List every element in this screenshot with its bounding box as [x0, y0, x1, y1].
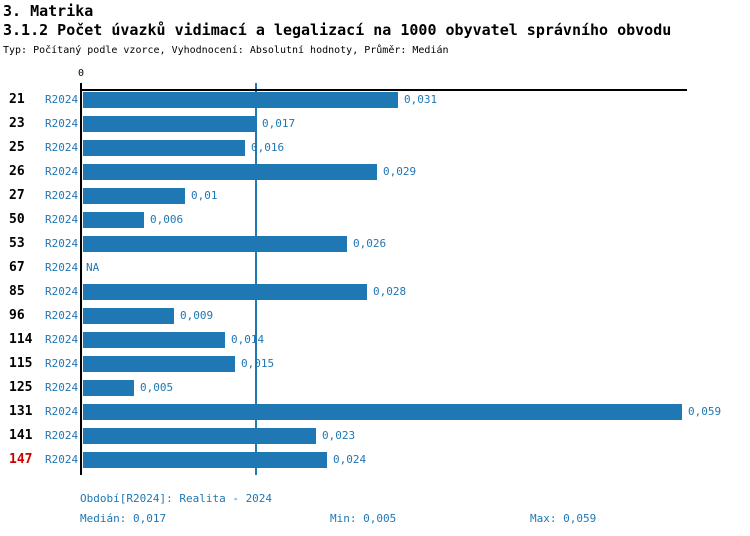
bar-value-label: 0,005 [140, 381, 174, 394]
y-axis-line [80, 89, 82, 475]
period-label: Období[R2024]: Realita - 2024 [80, 492, 273, 505]
row-id-label: 26 [9, 164, 25, 179]
bar-value-label: 0,01 [191, 189, 218, 202]
bar-value-label: 0,059 [688, 405, 722, 418]
chart-title: 3.1.2 Počet úvazků vidimací a legalizací… [3, 21, 672, 39]
max-stat: Max: 0,059 [530, 512, 597, 525]
x-axis-zero-label: 0 [77, 68, 85, 79]
median-line [255, 83, 257, 475]
row-id-label: 21 [9, 92, 25, 107]
row-period-label: R2024 [45, 405, 79, 418]
row-period-label: R2024 [45, 165, 79, 178]
bar [83, 356, 235, 372]
bar-value-label: 0,024 [333, 453, 367, 466]
bar-value-label: NA [86, 261, 100, 274]
bar-value-label: 0,016 [251, 141, 285, 154]
row-id-label: 141 [9, 428, 33, 443]
row-period-label: R2024 [45, 333, 79, 346]
x-axis-zero-tick [80, 83, 82, 90]
bar [83, 404, 682, 420]
bar-value-label: 0,014 [231, 333, 265, 346]
row-period-label: R2024 [45, 213, 79, 226]
row-id-label: 25 [9, 140, 25, 155]
chart-meta: Typ: Počítaný podle vzorce, Vyhodnocení:… [3, 45, 449, 56]
row-id-label: 50 [9, 212, 25, 227]
bar [83, 380, 134, 396]
row-period-label: R2024 [45, 309, 79, 322]
bar-value-label: 0,031 [404, 93, 438, 106]
bar-value-label: 0,015 [241, 357, 275, 370]
bar [83, 428, 316, 444]
median-stat: Medián: 0,017 [80, 512, 167, 525]
row-period-label: R2024 [45, 261, 79, 274]
min-stat: Min: 0,005 [330, 512, 397, 525]
bar [83, 332, 225, 348]
row-period-label: R2024 [45, 237, 79, 250]
row-id-label: 96 [9, 308, 25, 323]
x-axis-line [80, 89, 687, 91]
row-id-label: 147 [9, 452, 33, 467]
bar-value-label: 0,006 [150, 213, 184, 226]
row-id-label: 115 [9, 356, 33, 371]
row-period-label: R2024 [45, 381, 79, 394]
bar [83, 188, 185, 204]
bar [83, 212, 144, 228]
page-title: 3. Matrika [3, 2, 94, 20]
bar [83, 284, 367, 300]
row-id-label: 85 [9, 284, 25, 299]
bar-value-label: 0,023 [322, 429, 356, 442]
bar-value-label: 0,026 [353, 237, 387, 250]
row-id-label: 125 [9, 380, 33, 395]
row-id-label: 23 [9, 116, 25, 131]
row-period-label: R2024 [45, 453, 79, 466]
bar [83, 308, 174, 324]
row-period-label: R2024 [45, 93, 79, 106]
bar [83, 164, 377, 180]
row-id-label: 67 [9, 260, 25, 275]
row-period-label: R2024 [45, 189, 79, 202]
row-period-label: R2024 [45, 429, 79, 442]
bar-value-label: 0,029 [383, 165, 417, 178]
bar [83, 92, 398, 108]
row-period-label: R2024 [45, 141, 79, 154]
bar [83, 140, 245, 156]
row-id-label: 131 [9, 404, 33, 419]
row-id-label: 53 [9, 236, 25, 251]
row-period-label: R2024 [45, 285, 79, 298]
row-period-label: R2024 [45, 117, 79, 130]
bar-value-label: 0,017 [262, 117, 296, 130]
row-id-label: 27 [9, 188, 25, 203]
bar-value-label: 0,009 [180, 309, 214, 322]
bar [83, 236, 347, 252]
row-period-label: R2024 [45, 357, 79, 370]
row-id-label: 114 [9, 332, 33, 347]
bar [83, 452, 327, 468]
bar [83, 116, 256, 132]
bar-value-label: 0,028 [373, 285, 407, 298]
